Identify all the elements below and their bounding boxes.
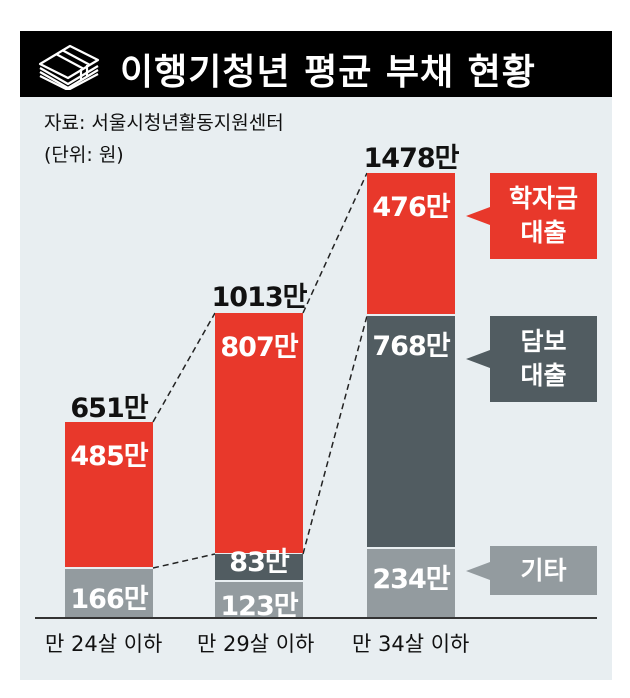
bar-segment-secured-loan: 768만: [367, 316, 455, 547]
bar-total-label: 651만: [70, 393, 148, 424]
segment-value-label: 83만: [229, 547, 289, 578]
legend-callout-other: 기타: [466, 546, 597, 595]
bar-segment-student-loan: 807만: [215, 313, 303, 553]
callout-line: 대출: [520, 218, 567, 247]
money-stack-icon: [38, 44, 100, 90]
x-axis-baseline: [35, 617, 597, 619]
chart-header: 이행기청년 평균 부채 현황: [20, 31, 612, 97]
segment-value-label: 123만: [220, 591, 298, 622]
bar-segment-student-loan: 476만: [367, 173, 455, 314]
callout-line: 기타: [520, 555, 567, 585]
x-axis-label: 만 24살 이하: [45, 632, 163, 656]
chart-title: 이행기청년 평균 부채 현황: [120, 52, 536, 93]
x-axis-label: 만 29살 이하: [197, 632, 315, 656]
unit-note: (단위: 원): [44, 144, 124, 166]
source-note: 자료: 서울시청년활동지원센터: [44, 112, 284, 134]
bar-segment-other: 234만: [367, 549, 455, 617]
callout-line: 담보: [520, 327, 567, 356]
x-axis-label: 만 34살 이하: [352, 632, 470, 656]
segment-value-label: 476만: [372, 192, 450, 223]
bar-segment-other: 123만: [215, 582, 303, 622]
segment-value-label: 166만: [70, 584, 148, 615]
segment-value-label: 807만: [220, 332, 298, 363]
bar-segment-student-loan: 485만: [65, 422, 153, 567]
legend-callout-student-loan: 학자금 대출: [466, 173, 597, 259]
callout-line: 학자금: [508, 184, 578, 213]
legend-callout-secured-loan: 담보 대출: [466, 316, 597, 402]
bar-total-label: 1478만: [363, 143, 460, 174]
bar-segment-other: 166만: [65, 569, 153, 617]
segment-value-label: 768만: [372, 331, 450, 362]
bar-segment-secured-loan: 83만: [215, 547, 303, 580]
callout-line: 대출: [520, 361, 567, 390]
segment-value-label: 485만: [70, 441, 148, 472]
segment-value-label: 234만: [372, 564, 450, 595]
bar-total-label: 1013만: [211, 282, 308, 313]
